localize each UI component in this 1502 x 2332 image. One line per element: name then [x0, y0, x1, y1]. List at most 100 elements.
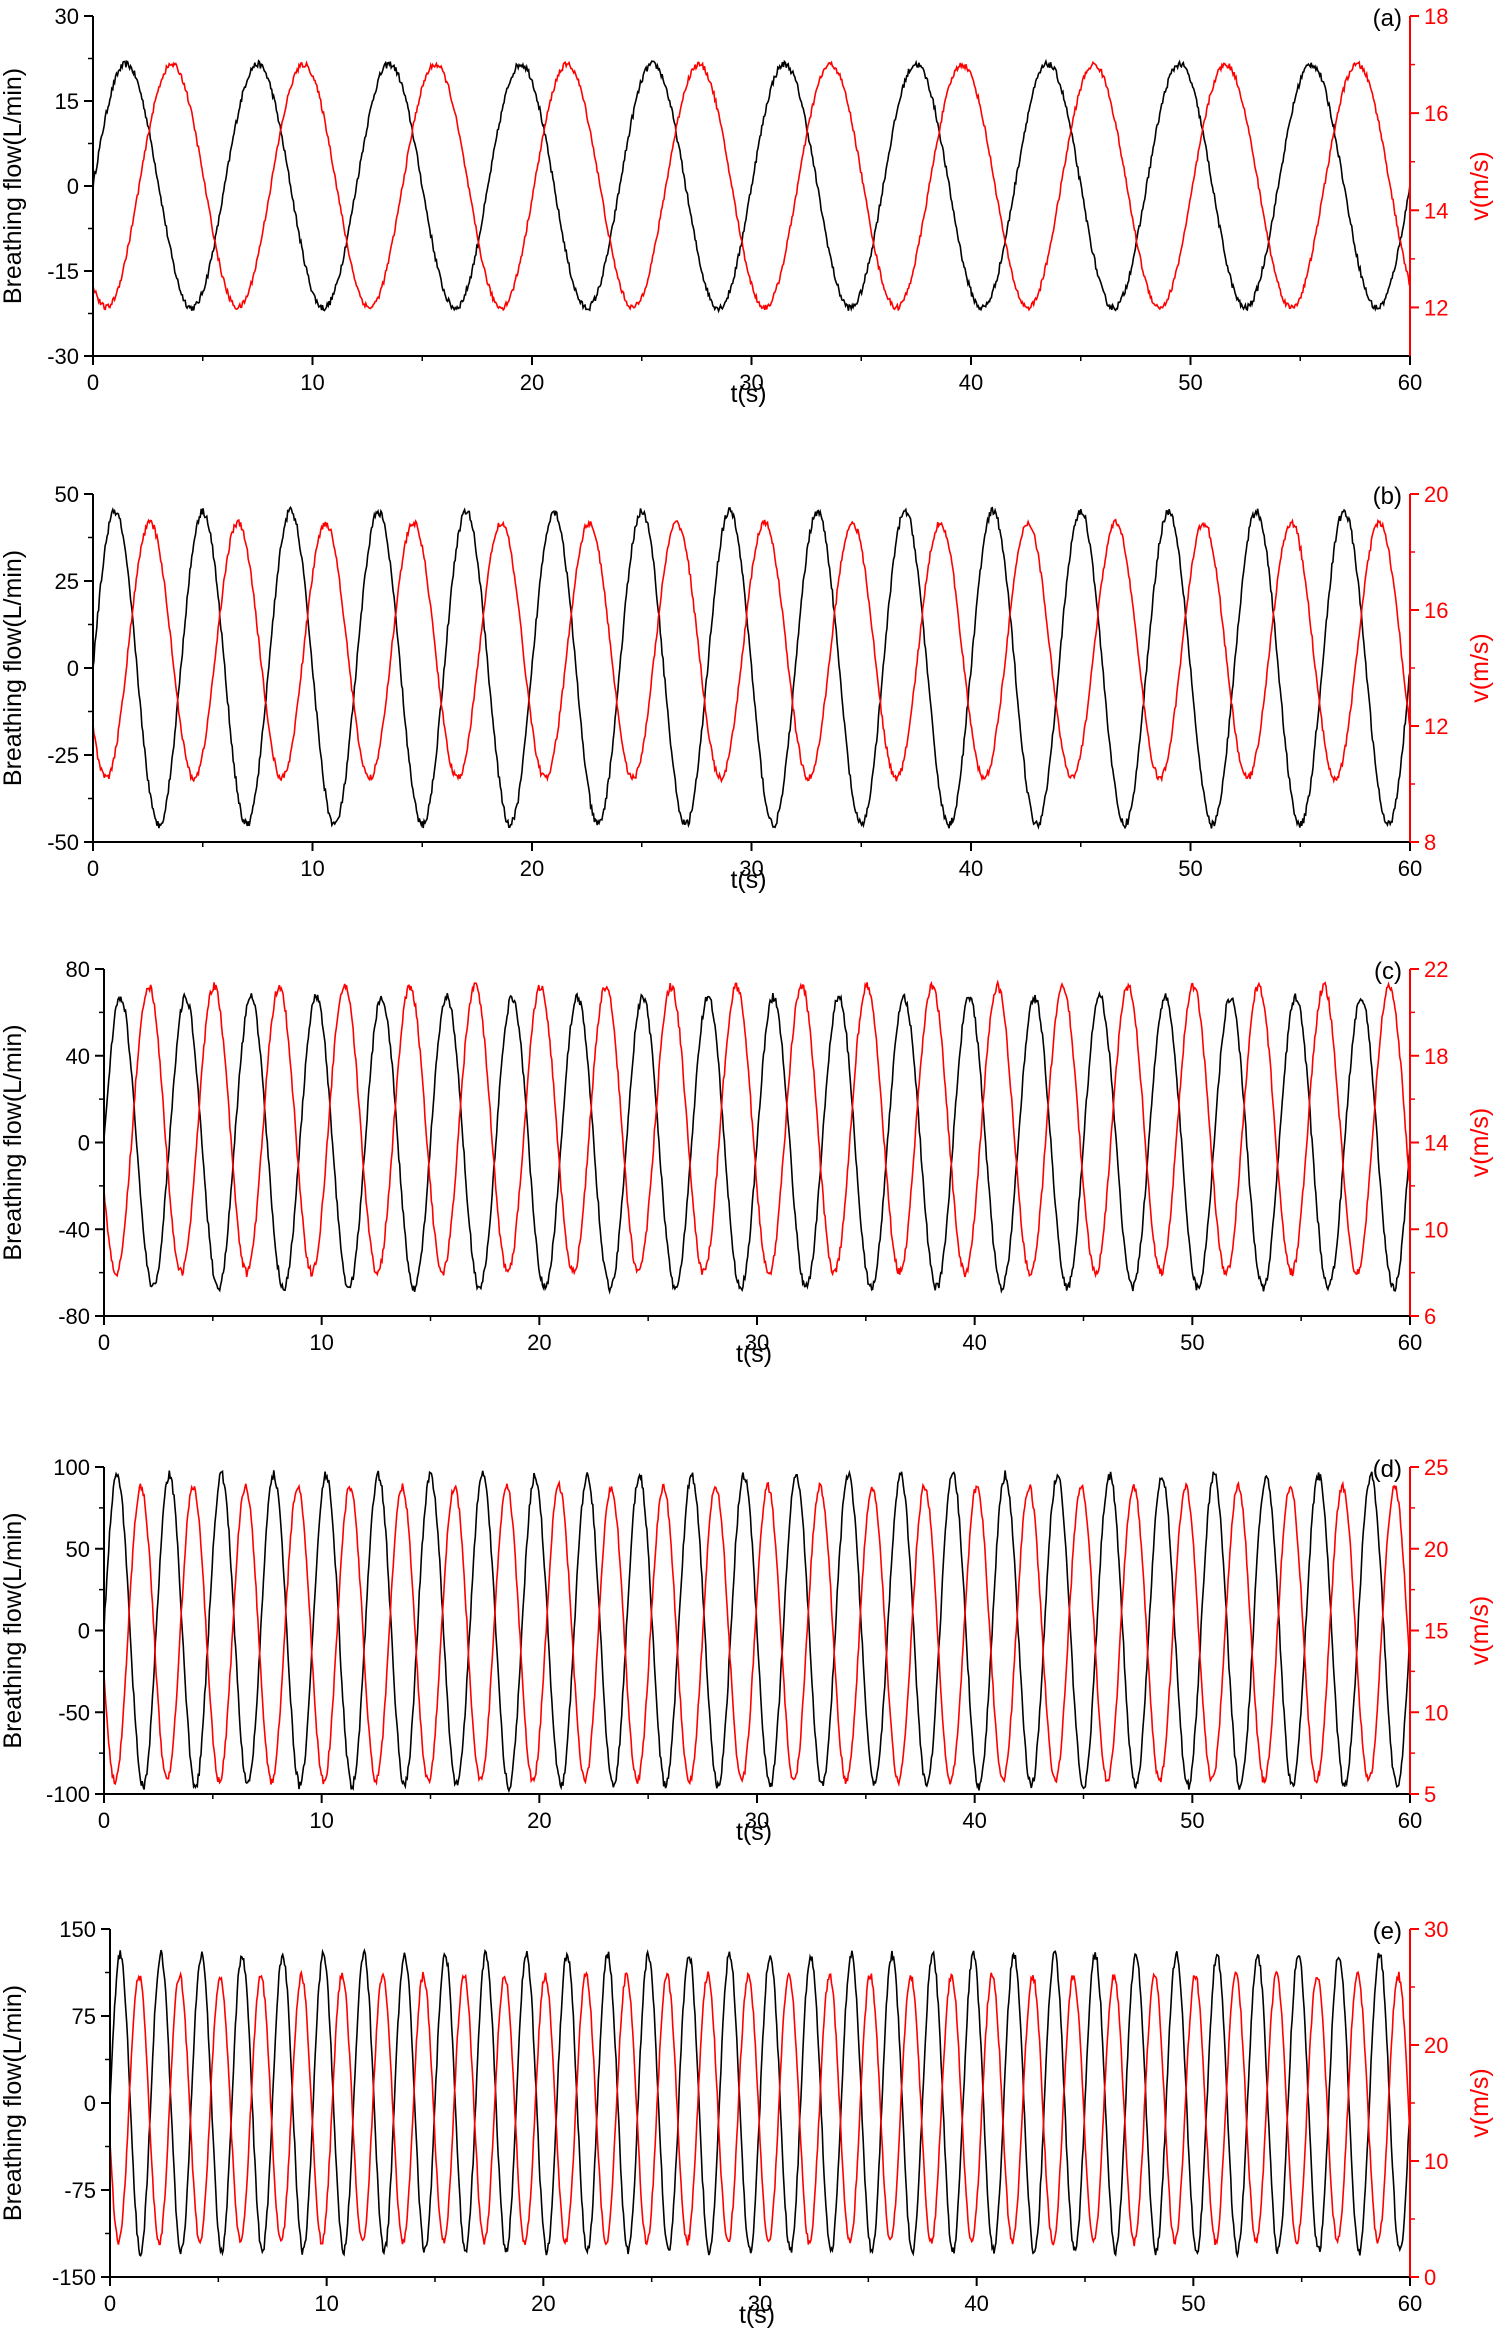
- y-tick-label: 50: [66, 1537, 90, 1562]
- x-tick-label: 40: [959, 370, 983, 395]
- x-tick-label: 60: [1398, 856, 1422, 881]
- series-group: [110, 1948, 1410, 2259]
- x-tick-label: 30: [739, 370, 763, 395]
- y-tick-label: 0: [78, 1131, 90, 1156]
- series-group: [93, 58, 1410, 314]
- y-tick-label: 100: [53, 1455, 90, 1480]
- x-tick-label: 30: [745, 1808, 769, 1833]
- y-tick-label: -150: [52, 2265, 96, 2290]
- chart-panel-c: 0 10 20 30 40 50 60 -80 -40 0 40 80 6 10 14 18 22 t(s) Bre…: [0, 957, 1494, 1368]
- x-tick-label: 60: [1398, 1808, 1422, 1833]
- x-axis-title: t(s): [736, 1818, 772, 1846]
- breathing-flow-series: [93, 505, 1410, 830]
- x-tick-label: 30: [739, 856, 763, 881]
- velocity-series: [110, 1969, 1410, 2247]
- y2-tick-label: 14: [1424, 1131, 1448, 1156]
- x-tick-label: 0: [87, 856, 99, 881]
- y-tick-label: 50: [55, 482, 79, 507]
- y-tick-label: -40: [58, 1217, 90, 1242]
- y2-tick-label: 22: [1424, 957, 1448, 982]
- velocity-series: [93, 60, 1410, 312]
- y2-tick-label: 18: [1424, 1044, 1448, 1069]
- x-tick-label: 20: [531, 2291, 555, 2316]
- y-tick-label: -25: [47, 743, 79, 768]
- x-tick-label: 50: [1180, 1808, 1204, 1833]
- y2-tick-label: 12: [1424, 714, 1448, 739]
- y2-axis-title: v(m/s): [1466, 151, 1494, 220]
- y-tick-label: 0: [67, 174, 79, 199]
- x-axis-title: t(s): [739, 2301, 775, 2329]
- y-tick-label: 0: [78, 1619, 90, 1644]
- x-axis-title: t(s): [730, 866, 766, 894]
- y2-tick-label: 18: [1424, 4, 1448, 29]
- panel-label: (b): [1373, 483, 1402, 510]
- panel-label: (a): [1373, 5, 1402, 32]
- series-group: [104, 979, 1410, 1295]
- y2-axis-title: v(m/s): [1466, 2068, 1494, 2137]
- x-tick-label: 10: [309, 1808, 333, 1833]
- x-tick-label: 10: [300, 856, 324, 881]
- x-tick-label: 0: [98, 1808, 110, 1833]
- panel-label: (d): [1373, 1456, 1402, 1483]
- y2-tick-label: 10: [1424, 2149, 1448, 2174]
- x-tick-label: 60: [1398, 1330, 1422, 1355]
- y-axis-title: Breathing flow(L/min): [0, 550, 27, 786]
- y2-axis-title: v(m/s): [1466, 633, 1494, 702]
- y-axis-title: Breathing flow(L/min): [0, 68, 27, 304]
- chart-panel-e: 0 10 20 30 40 50 60-150-750751500102030t(s)Bre…: [0, 1917, 1494, 2329]
- y-tick-label: 15: [55, 89, 79, 114]
- x-tick-label: 0: [98, 1330, 110, 1355]
- y-tick-label: -100: [46, 1782, 90, 1807]
- panel-label: (e): [1373, 1918, 1402, 1945]
- y-tick-label: 30: [55, 4, 79, 29]
- y2-tick-label: 0: [1424, 2265, 1436, 2290]
- y-tick-label: -30: [47, 344, 79, 369]
- x-tick-label: 30: [745, 1330, 769, 1355]
- x-tick-label: 20: [527, 1330, 551, 1355]
- x-axis-title: t(s): [736, 1340, 772, 1368]
- x-tick-label: 0: [104, 2291, 116, 2316]
- y-axis-title: Breathing flow(L/min): [0, 1024, 27, 1260]
- x-tick-label: 50: [1178, 856, 1202, 881]
- x-tick-label: 10: [309, 1330, 333, 1355]
- y2-tick-label: 20: [1424, 482, 1448, 507]
- x-tick-label: 20: [527, 1808, 551, 1833]
- y2-axis-title: v(m/s): [1466, 1596, 1494, 1665]
- breathing-flow-series: [104, 1469, 1410, 1794]
- x-tick-label: 40: [964, 2291, 988, 2316]
- x-tick-label: 40: [959, 856, 983, 881]
- x-tick-label: 60: [1398, 2291, 1422, 2316]
- y2-tick-label: 16: [1424, 598, 1448, 623]
- y-tick-label: -50: [47, 830, 79, 855]
- y-tick-label: 40: [66, 1044, 90, 1069]
- y2-tick-label: 14: [1424, 198, 1448, 223]
- x-tick-label: 0: [87, 370, 99, 395]
- chart-panel-a: 0 10 20 30 40 50 60 -30 -15 0 15 30 12 14 16 18 t(s) Brea…: [0, 4, 1494, 408]
- y-tick-label: 150: [59, 1917, 96, 1942]
- y-tick-label: -15: [47, 259, 79, 284]
- y-tick-label: -50: [58, 1700, 90, 1725]
- y2-tick-label: 5: [1424, 1782, 1436, 1807]
- y2-tick-label: 20: [1424, 1537, 1448, 1562]
- y-tick-label: -75: [64, 2178, 96, 2203]
- y2-tick-label: 15: [1424, 1619, 1448, 1644]
- x-tick-label: 30: [748, 2291, 772, 2316]
- y2-tick-label: 8: [1424, 830, 1436, 855]
- y2-tick-label: 20: [1424, 2033, 1448, 2058]
- breathing-flow-series: [104, 990, 1410, 1295]
- velocity-series: [93, 518, 1410, 784]
- x-tick-label: 60: [1398, 370, 1422, 395]
- x-tick-label: 20: [520, 856, 544, 881]
- y-tick-label: 75: [72, 2004, 96, 2029]
- chart-panel-b: 0 10 20 30 40 50 60 -50 -25 0 25 50 8 12 16 20 t(s) Breat…: [0, 482, 1494, 894]
- y2-tick-label: 25: [1424, 1455, 1448, 1480]
- x-tick-label: 50: [1178, 370, 1202, 395]
- series-group: [104, 1469, 1410, 1794]
- x-tick-label: 10: [314, 2291, 338, 2316]
- y-tick-label: 80: [66, 957, 90, 982]
- y-axis-title: Breathing flow(L/min): [0, 1985, 27, 2221]
- x-tick-label: 40: [962, 1808, 986, 1833]
- x-tick-label: 40: [962, 1330, 986, 1355]
- y2-axis-title: v(m/s): [1466, 1108, 1494, 1177]
